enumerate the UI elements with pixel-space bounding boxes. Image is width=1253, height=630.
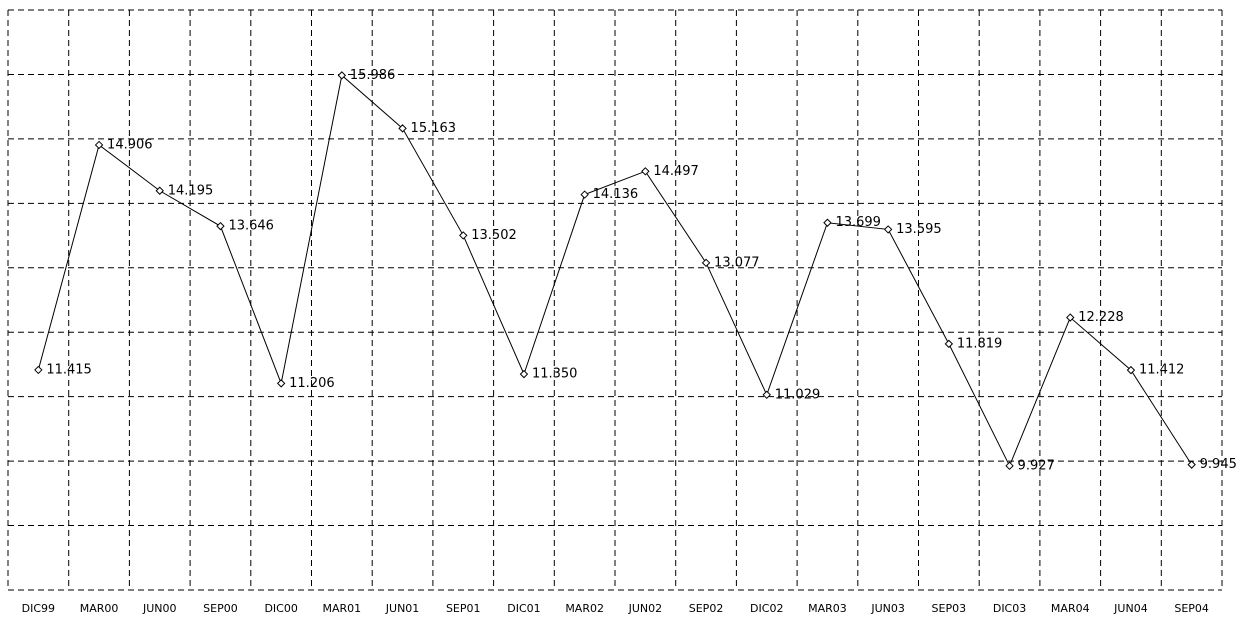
- marker: [1187, 460, 1196, 469]
- value-label: 9.927: [1018, 458, 1055, 473]
- marker: [1066, 313, 1075, 322]
- marker: [94, 140, 104, 150]
- value-label: 11.350: [532, 367, 578, 382]
- value-label: 13.077: [714, 255, 760, 270]
- marker: [34, 365, 43, 375]
- marker: [337, 71, 347, 80]
- x-tick-label: JUN03: [870, 602, 905, 615]
- value-label: 13.502: [471, 228, 517, 243]
- line: [37, 74, 1193, 468]
- value-label: 13.595: [896, 222, 942, 237]
- value-label: 13.699: [835, 215, 881, 230]
- x-tick-label: MAR03: [808, 602, 847, 615]
- x-tick-label: SEP00: [203, 602, 238, 615]
- x-tick-label: DIC99: [22, 602, 55, 615]
- x-tick-label: SEP03: [932, 602, 967, 615]
- marker: [398, 124, 407, 133]
- value-label: 15.986: [350, 68, 396, 83]
- marker: [701, 258, 711, 268]
- marker: [519, 369, 529, 379]
- value-label: 14.195: [168, 183, 214, 198]
- x-tick-label: SEP01: [446, 602, 481, 615]
- value-label: 14.497: [653, 164, 699, 179]
- value-label: 13.646: [228, 219, 274, 234]
- x-tick-label: DIC03: [993, 602, 1026, 615]
- x-tick-label: JUN01: [385, 602, 420, 615]
- marker: [1005, 461, 1014, 471]
- x-tick-label: JUN04: [1113, 602, 1148, 615]
- x-tick-label: DIC02: [750, 602, 783, 615]
- x-tick-label: DIC01: [507, 602, 540, 615]
- marker: [823, 218, 832, 227]
- value-label: 14.136: [593, 187, 639, 202]
- x-tick-label: SEP02: [689, 602, 724, 615]
- x-tick-label: DIC00: [264, 602, 297, 615]
- marker: [580, 190, 589, 199]
- x-tick-label: MAR04: [1051, 602, 1090, 615]
- marker: [155, 186, 164, 195]
- marker: [459, 231, 468, 240]
- marker: [641, 167, 650, 176]
- marker: [883, 225, 893, 234]
- value-label: 11.206: [289, 376, 335, 391]
- value-label: 14.906: [107, 137, 153, 152]
- value-label: 15.163: [411, 121, 457, 136]
- x-tick-label: MAR00: [80, 602, 119, 615]
- x-tick-label: SEP04: [1174, 602, 1209, 615]
- marker: [944, 339, 954, 349]
- value-label: 11.412: [1139, 363, 1185, 378]
- marker: [276, 379, 286, 388]
- value-label: 12.228: [1078, 310, 1124, 325]
- value-label: 11.819: [957, 336, 1003, 351]
- x-tick-label: JUN00: [142, 602, 177, 615]
- marker: [1126, 365, 1136, 375]
- marker: [762, 390, 771, 400]
- value-label: 9.945: [1200, 457, 1237, 472]
- x-tick-label: MAR01: [323, 602, 362, 615]
- x-tick-label: MAR02: [565, 602, 604, 615]
- x-tick-label: JUN02: [628, 602, 663, 615]
- value-label: 11.029: [775, 387, 821, 402]
- value-label: 11.415: [46, 362, 92, 377]
- marker: [216, 221, 225, 231]
